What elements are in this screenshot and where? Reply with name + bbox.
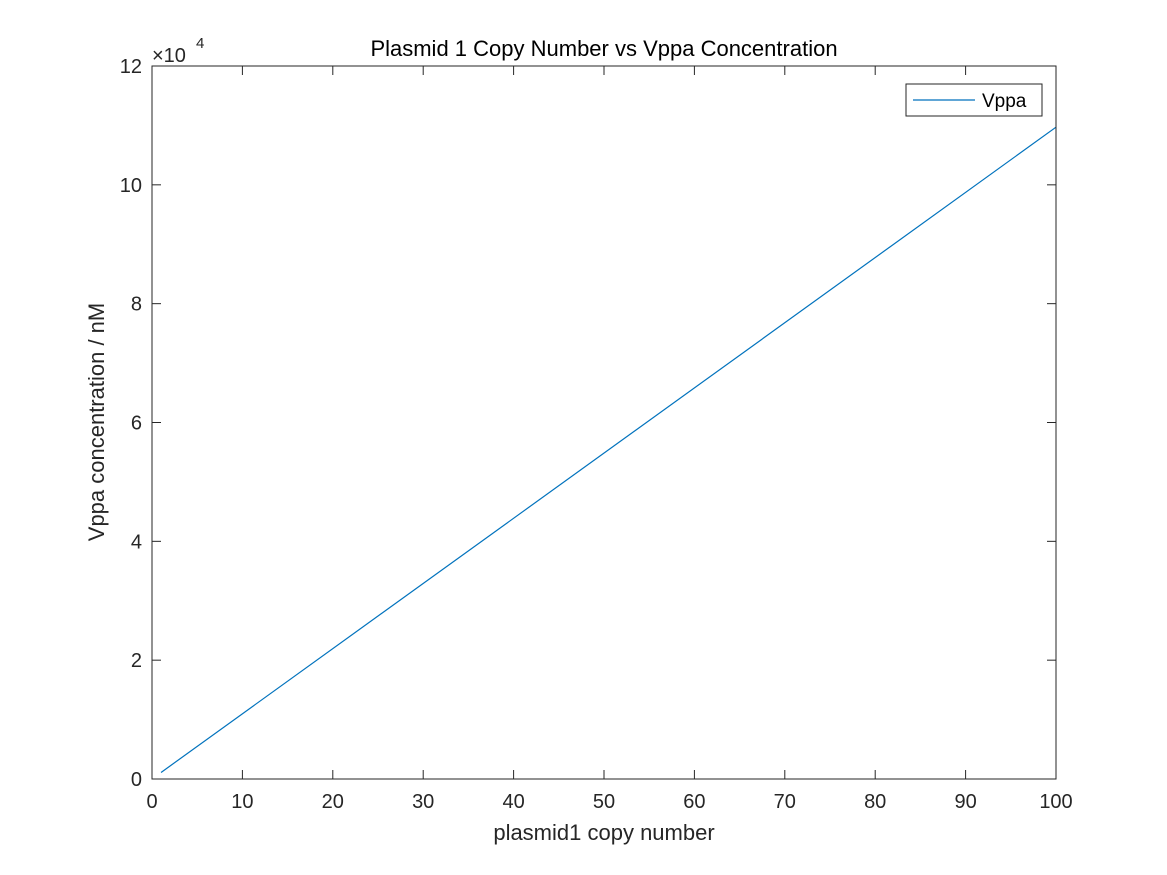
x-tick-label: 50 — [593, 791, 615, 813]
x-axis-label: plasmid1 copy number — [493, 820, 714, 845]
y-exponent-base: ×10 — [152, 45, 186, 67]
y-tick-label: 4 — [131, 531, 142, 553]
x-tick-label: 70 — [774, 791, 796, 813]
x-tick-label: 90 — [954, 791, 976, 813]
y-axis-label: Vppa concentration / nM — [84, 303, 109, 541]
y-tick-label: 8 — [131, 294, 142, 316]
y-tick-label: 10 — [120, 175, 142, 197]
x-tick-label: 60 — [683, 791, 705, 813]
legend: Vppa — [905, 83, 1043, 117]
y-exponent-label: ×10 4 — [152, 35, 204, 67]
y-tick-label: 2 — [131, 650, 142, 672]
plot-area — [152, 66, 1056, 779]
y-tick-label: 12 — [120, 56, 142, 78]
y-tick-label: 0 — [131, 769, 142, 791]
tick-labels: 0 10 20 30 40 50 60 70 80 90 100 0 2 4 6 8 10 12 — [120, 56, 1073, 813]
series-layer — [160, 126, 1057, 773]
chart-title: Plasmid 1 Copy Number vs Vppa Concentrat… — [370, 36, 837, 61]
x-tick-label: 30 — [412, 791, 434, 813]
x-tick-label: 20 — [322, 791, 344, 813]
y-exponent-power: 4 — [196, 35, 204, 52]
y-tick-label: 6 — [131, 413, 142, 435]
legend-entry-vppa: Vppa — [982, 91, 1027, 112]
axes-box — [151, 65, 1057, 780]
x-tick-label: 40 — [502, 791, 524, 813]
x-tick-label: 10 — [231, 791, 253, 813]
series-line-vppa — [160, 126, 1057, 773]
x-tick-label: 100 — [1039, 791, 1072, 813]
x-tick-label: 0 — [146, 791, 157, 813]
x-tick-label: 80 — [864, 791, 886, 813]
